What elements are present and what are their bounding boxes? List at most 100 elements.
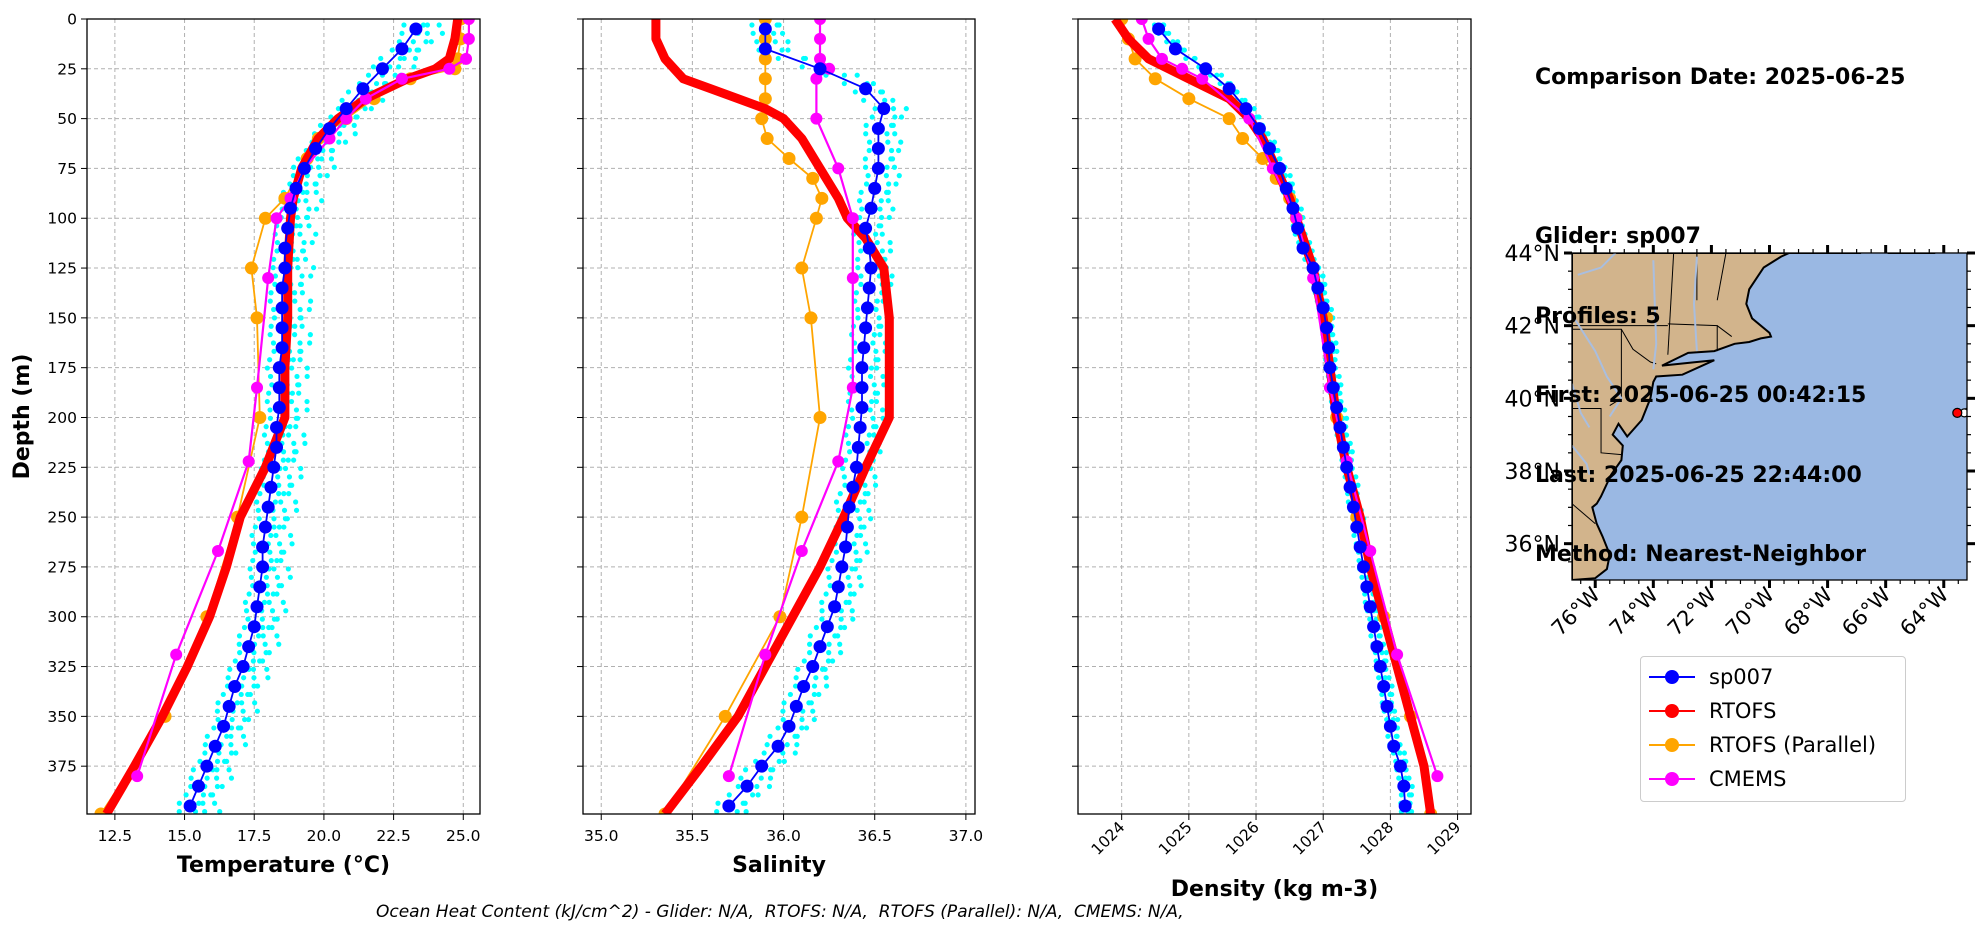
series-line (189, 28, 417, 807)
raw-point (819, 599, 825, 605)
data-point (1367, 620, 1381, 634)
raw-point (896, 173, 902, 179)
raw-point (866, 432, 872, 438)
raw-point (866, 139, 873, 145)
raw-point (873, 231, 879, 237)
raw-point (878, 214, 885, 221)
raw-point (229, 716, 235, 723)
raw-point (871, 432, 877, 438)
raw-point (228, 775, 235, 781)
data-point (740, 779, 754, 793)
raw-point (228, 742, 234, 748)
raw-point (870, 415, 876, 421)
legend-swatch (1649, 701, 1695, 721)
raw-point (200, 800, 206, 806)
panel-1: 0 25 50 75 100 125 150 175 200 225 250 275 300 325 350… (10, 11, 481, 878)
raw-point (300, 248, 307, 254)
raw-point (295, 415, 301, 421)
raw-point (858, 583, 864, 589)
data-point (275, 301, 289, 315)
raw-point (304, 407, 310, 413)
raw-point (714, 809, 720, 814)
raw-point (224, 733, 230, 739)
raw-point (248, 574, 254, 580)
raw-point (217, 809, 223, 814)
raw-point (250, 541, 257, 547)
data-point (804, 311, 818, 325)
raw-point (1287, 173, 1293, 179)
raw-point (807, 650, 813, 656)
raw-point (268, 323, 274, 329)
raw-point (850, 415, 856, 421)
raw-point (862, 541, 869, 547)
raw-point (750, 30, 756, 36)
raw-point (858, 273, 864, 279)
raw-point (296, 390, 302, 396)
raw-point (889, 156, 896, 162)
data-point (813, 640, 827, 654)
state-border (1572, 503, 1596, 525)
y-tick-label: 375 (47, 758, 77, 776)
raw-point (228, 750, 235, 756)
data-point (859, 221, 873, 235)
raw-point (250, 658, 256, 664)
data-point (1336, 440, 1350, 454)
raw-point (268, 290, 274, 296)
data-point (859, 321, 873, 335)
raw-point (738, 775, 744, 781)
x-tick-label: 36.5 (857, 827, 892, 845)
raw-point (878, 223, 884, 229)
raw-point (267, 407, 273, 413)
raw-point (337, 131, 343, 137)
series-sp007 (722, 22, 891, 813)
raw-point (370, 64, 376, 70)
raw-point (267, 373, 274, 380)
raw-point (787, 691, 793, 698)
raw-point (236, 641, 242, 647)
raw-point (754, 783, 760, 790)
data-point (208, 739, 222, 753)
raw-point (856, 239, 862, 246)
raw-point (278, 557, 284, 564)
raw-point (850, 616, 856, 622)
raw-point (792, 750, 798, 756)
river (1652, 260, 1658, 370)
data-point (832, 455, 845, 468)
raw-point (256, 633, 262, 639)
raw-point (835, 507, 841, 513)
raw-point (228, 725, 235, 731)
raw-point (298, 474, 304, 480)
raw-point (1385, 733, 1391, 739)
raw-point (886, 181, 892, 187)
raw-point (270, 591, 276, 597)
data-point (1350, 520, 1364, 534)
raw-point (871, 382, 877, 388)
y-tick-label: 150 (47, 309, 77, 327)
data-point (1398, 799, 1412, 813)
raw-point (799, 64, 805, 70)
data-point (1176, 62, 1189, 75)
data-point (1373, 660, 1387, 674)
data-point (375, 62, 389, 76)
raw-point (245, 716, 252, 723)
raw-point (1181, 47, 1187, 53)
raw-point (252, 700, 258, 706)
raw-point (1330, 332, 1336, 338)
raw-point (896, 147, 902, 154)
data-point (758, 42, 772, 56)
raw-point (841, 474, 847, 480)
data-point (251, 381, 264, 394)
raw-point (854, 72, 860, 78)
raw-point (873, 306, 879, 313)
raw-point (851, 541, 857, 547)
raw-point (294, 256, 300, 262)
raw-point (261, 432, 268, 438)
raw-point (867, 373, 874, 380)
raw-point (306, 306, 312, 313)
raw-point (826, 574, 832, 580)
data-point (828, 600, 842, 614)
raw-point (837, 491, 843, 497)
data-point (309, 142, 323, 156)
raw-point (734, 809, 740, 814)
